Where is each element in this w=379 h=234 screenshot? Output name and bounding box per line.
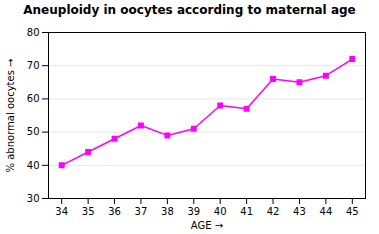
- svg-text:80: 80: [27, 27, 40, 38]
- svg-text:41: 41: [240, 206, 253, 217]
- svg-text:30: 30: [27, 193, 40, 204]
- svg-text:42: 42: [267, 206, 280, 217]
- svg-text:60: 60: [27, 93, 40, 104]
- svg-text:40: 40: [214, 206, 227, 217]
- svg-text:70: 70: [27, 60, 40, 71]
- svg-text:45: 45: [346, 206, 359, 217]
- svg-text:43: 43: [293, 206, 306, 217]
- svg-text:50: 50: [27, 126, 40, 137]
- html-text:Aneuploidy in oocytes accordin: Aneuploidy in oocytes according to mater…: [23, 3, 356, 17]
- svg-text:40: 40: [27, 160, 40, 171]
- svg-text:AGE →: AGE →: [191, 220, 223, 231]
- svg-text:35: 35: [82, 206, 95, 217]
- svg-text:38: 38: [161, 206, 174, 217]
- svg-text:39: 39: [187, 206, 200, 217]
- svg-text:37: 37: [135, 206, 148, 217]
- svg-text:36: 36: [108, 206, 121, 217]
- svg-text:% abnormal oocytes →: % abnormal oocytes →: [5, 59, 16, 173]
- svg-text:44: 44: [320, 206, 333, 217]
- svg-text:34: 34: [55, 206, 68, 217]
